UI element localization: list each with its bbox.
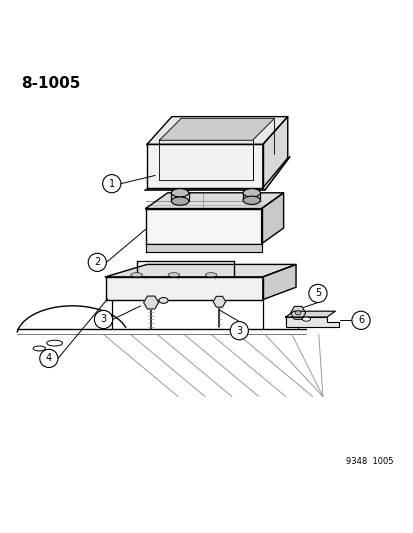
Ellipse shape bbox=[242, 189, 260, 197]
Ellipse shape bbox=[168, 273, 179, 277]
Text: 8-1005: 8-1005 bbox=[21, 76, 80, 91]
Polygon shape bbox=[105, 264, 295, 277]
Polygon shape bbox=[105, 277, 262, 300]
Circle shape bbox=[102, 175, 121, 193]
Ellipse shape bbox=[171, 197, 188, 205]
Ellipse shape bbox=[33, 346, 45, 351]
Polygon shape bbox=[262, 117, 287, 188]
Polygon shape bbox=[290, 306, 305, 319]
Text: 5: 5 bbox=[314, 288, 320, 298]
Text: 1: 1 bbox=[109, 179, 114, 189]
Polygon shape bbox=[159, 118, 274, 140]
Polygon shape bbox=[143, 296, 158, 309]
Text: 6: 6 bbox=[357, 316, 363, 325]
Ellipse shape bbox=[47, 340, 62, 346]
Ellipse shape bbox=[242, 196, 260, 204]
Circle shape bbox=[40, 349, 58, 368]
Polygon shape bbox=[213, 296, 225, 307]
Circle shape bbox=[94, 310, 112, 329]
Circle shape bbox=[308, 284, 326, 303]
Ellipse shape bbox=[131, 273, 142, 277]
Polygon shape bbox=[145, 193, 283, 208]
Ellipse shape bbox=[301, 317, 310, 321]
Ellipse shape bbox=[205, 273, 216, 277]
Text: 9348  1005: 9348 1005 bbox=[345, 457, 392, 466]
Ellipse shape bbox=[159, 297, 168, 303]
Ellipse shape bbox=[294, 311, 300, 315]
Polygon shape bbox=[147, 117, 287, 144]
Text: 4: 4 bbox=[46, 353, 52, 364]
Polygon shape bbox=[147, 144, 262, 188]
Polygon shape bbox=[262, 264, 295, 300]
Circle shape bbox=[230, 321, 248, 340]
Polygon shape bbox=[261, 193, 283, 244]
Ellipse shape bbox=[171, 189, 188, 197]
Polygon shape bbox=[145, 244, 261, 252]
Polygon shape bbox=[285, 317, 339, 327]
Circle shape bbox=[351, 311, 369, 329]
Text: 3: 3 bbox=[100, 314, 106, 325]
Polygon shape bbox=[285, 311, 335, 317]
Circle shape bbox=[88, 253, 106, 271]
Text: 2: 2 bbox=[94, 257, 100, 268]
Polygon shape bbox=[145, 208, 261, 244]
Text: 3: 3 bbox=[236, 326, 242, 336]
